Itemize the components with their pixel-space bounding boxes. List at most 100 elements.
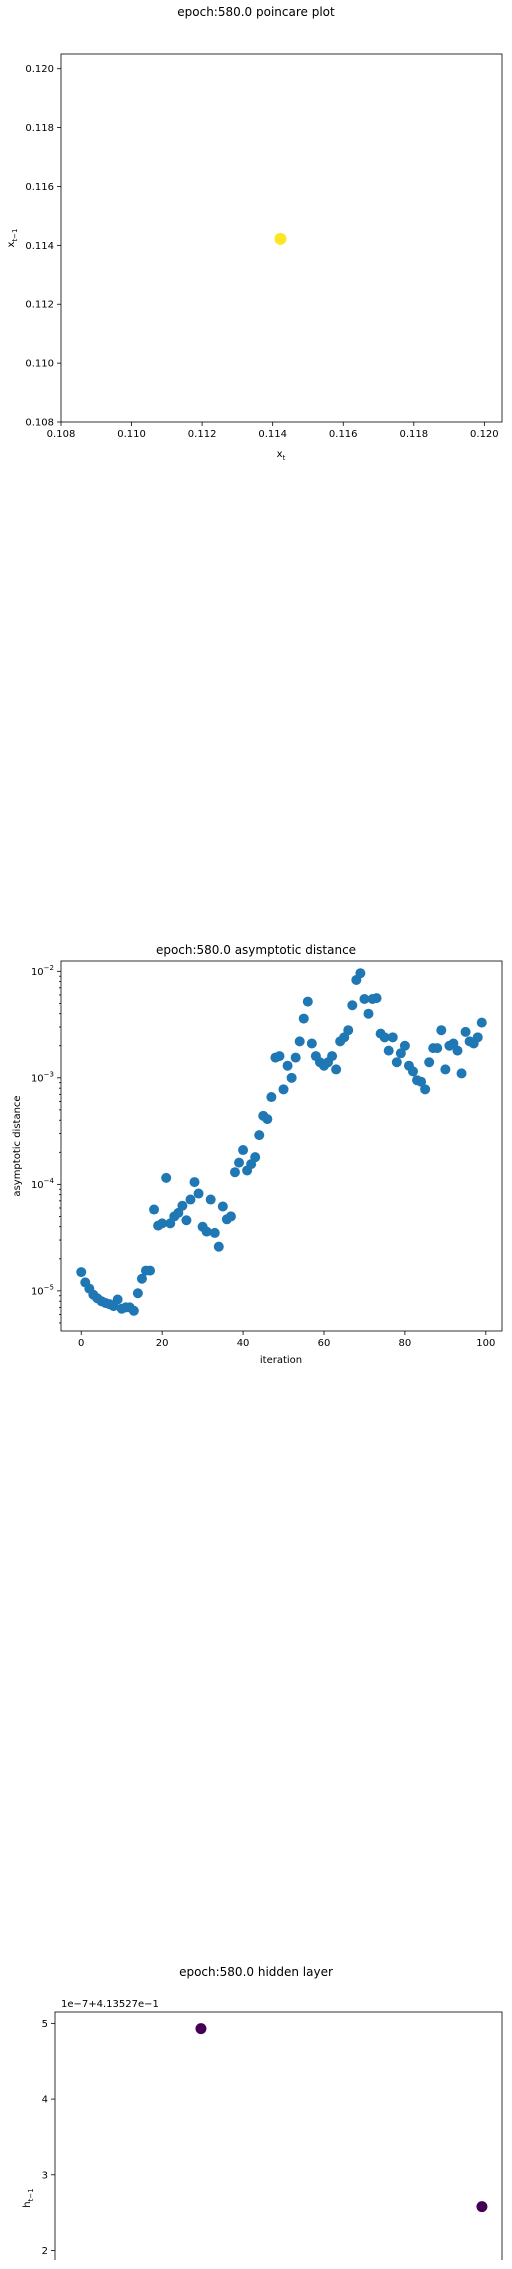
hidden-layer-chart: epoch:580.0 hidden layer 1e−7+4.13527e−1… [22, 1965, 503, 2260]
data-point [424, 1057, 435, 1068]
data-point [262, 1114, 273, 1125]
data-point [383, 1045, 394, 1056]
data-point [363, 1008, 374, 1019]
data-point [282, 1060, 293, 1071]
data-point [234, 1157, 245, 1168]
data-point [254, 1130, 265, 1141]
data-point [201, 1226, 212, 1237]
data-point [432, 1043, 443, 1054]
axes-frame [60, 960, 503, 1332]
data-point [161, 1172, 172, 1183]
y-tick-label: 10−2 [31, 964, 54, 978]
chart-title: epoch:580.0 hidden layer [179, 1965, 333, 1979]
data-point [347, 1000, 358, 1011]
data-point [195, 2023, 207, 2035]
axis-ticks: 0 20 40 60 80 100 10−5 10−4 10−3 10−2 [31, 964, 495, 1349]
data-point [290, 1052, 301, 1063]
data-point [76, 1267, 87, 1278]
data-point [238, 1145, 249, 1156]
data-point [157, 1218, 168, 1229]
y-tick-label: 0.118 [25, 123, 54, 134]
y-tick-label: 2 [42, 2246, 48, 2257]
data-point [359, 993, 370, 1004]
y-axis-label: xt−1 [6, 229, 19, 248]
data-point [306, 1038, 317, 1049]
data-point [476, 2201, 488, 2213]
y-axis-label: asymptotic distance [12, 1095, 23, 1196]
data-point [213, 1241, 224, 1252]
data-point [331, 1064, 342, 1075]
y-tick-label: 0.112 [25, 300, 54, 311]
x-tick-label: 40 [237, 1338, 250, 1349]
data-point [225, 1211, 236, 1222]
axes-frame [60, 53, 503, 423]
data-point [149, 1204, 160, 1215]
chart-title: epoch:580.0 poincare plot [177, 5, 335, 19]
data-point [209, 1227, 220, 1238]
data-point [189, 1177, 200, 1188]
y-tick-label: 5 [42, 2019, 48, 2030]
data-point [298, 1013, 309, 1024]
x-tick-label: 0 [78, 1338, 84, 1349]
data-point [229, 1167, 240, 1178]
data-point [274, 232, 287, 245]
data-point [420, 1084, 431, 1095]
data-point [132, 1288, 143, 1299]
y-offset-text: 1e−7+4.13527e−1 [61, 1999, 159, 2010]
data-point [128, 1305, 139, 1316]
data-point [327, 1051, 338, 1062]
x-tick-label: 20 [156, 1338, 169, 1349]
data-point [181, 1215, 192, 1226]
x-tick-label: 60 [318, 1338, 331, 1349]
y-tick-label: 0.114 [25, 241, 54, 252]
y-tick-label: 0.120 [25, 64, 54, 75]
chart-title: epoch:580.0 asymptotic distance [156, 943, 356, 957]
data-point [416, 1076, 427, 1087]
data-point [302, 996, 313, 1007]
x-tick-label: 0.110 [117, 429, 146, 440]
poincare-chart: epoch:580.0 poincare plot 0.108 0.110 0.11… [6, 5, 503, 462]
data-point [395, 1048, 406, 1059]
data-point [436, 1025, 447, 1036]
data-point [266, 1092, 277, 1103]
y-tick-label: 0.116 [25, 182, 54, 193]
x-tick-label: 0.112 [188, 429, 217, 440]
y-tick-label: 0.108 [25, 418, 54, 429]
data-point [371, 993, 382, 1004]
x-axis-label: xt [277, 449, 286, 462]
data-point [294, 1036, 305, 1047]
y-tick-label: 0.110 [25, 359, 54, 370]
y-tick-label: 10−4 [31, 1177, 55, 1191]
axis-ticks: 0.108 0.110 0.112 0.114 0.116 0.118 0.120 0.108… [25, 64, 498, 440]
data-point [407, 1066, 418, 1077]
data-point [379, 1032, 390, 1043]
data-point [452, 1045, 463, 1056]
x-tick-label: 80 [399, 1338, 412, 1349]
axes-frame [54, 2011, 503, 2260]
x-tick-label: 100 [476, 1338, 495, 1349]
data-point [286, 1072, 297, 1083]
data-point [112, 1294, 123, 1305]
x-tick-label: 0.114 [258, 429, 287, 440]
x-tick-label: 0.120 [470, 429, 499, 440]
x-tick-label: 0.108 [47, 429, 76, 440]
data-point [136, 1273, 147, 1284]
plot-area [195, 2023, 488, 2213]
data-point [456, 1068, 467, 1079]
data-point [250, 1152, 261, 1163]
data-point [440, 1064, 451, 1075]
data-point [217, 1201, 228, 1212]
x-tick-label: 0.116 [329, 429, 358, 440]
x-axis-label: iteration [260, 1355, 302, 1366]
y-axis-label: ht−1 [22, 2188, 35, 2207]
plot-area [274, 232, 287, 245]
data-point [193, 1188, 204, 1199]
asymptotic-distance-chart: epoch:580.0 asymptotic distance 0 20 40 60 8… [12, 943, 503, 1366]
y-tick-label: 10−3 [31, 1070, 54, 1084]
plot-area [76, 968, 487, 1316]
y-tick-label: 10−5 [31, 1283, 54, 1297]
data-point [391, 1057, 402, 1068]
data-point [355, 968, 366, 979]
data-point [476, 1017, 487, 1028]
axis-ticks: 1234512345 [42, 2019, 55, 2257]
